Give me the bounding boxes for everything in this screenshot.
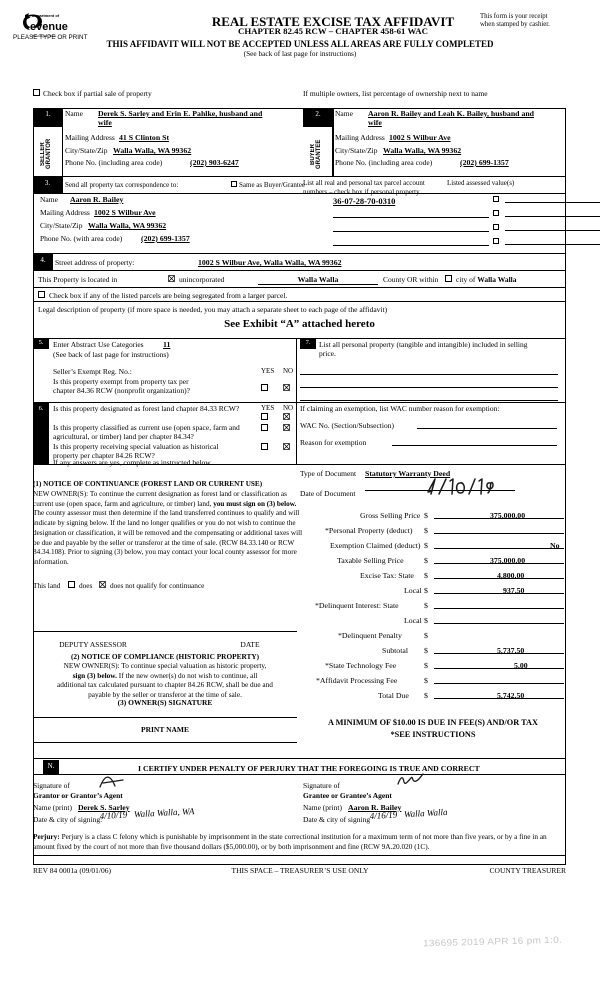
svg-text:evenue: evenue (30, 21, 68, 33)
svg-text:Department of: Department of (32, 13, 60, 18)
